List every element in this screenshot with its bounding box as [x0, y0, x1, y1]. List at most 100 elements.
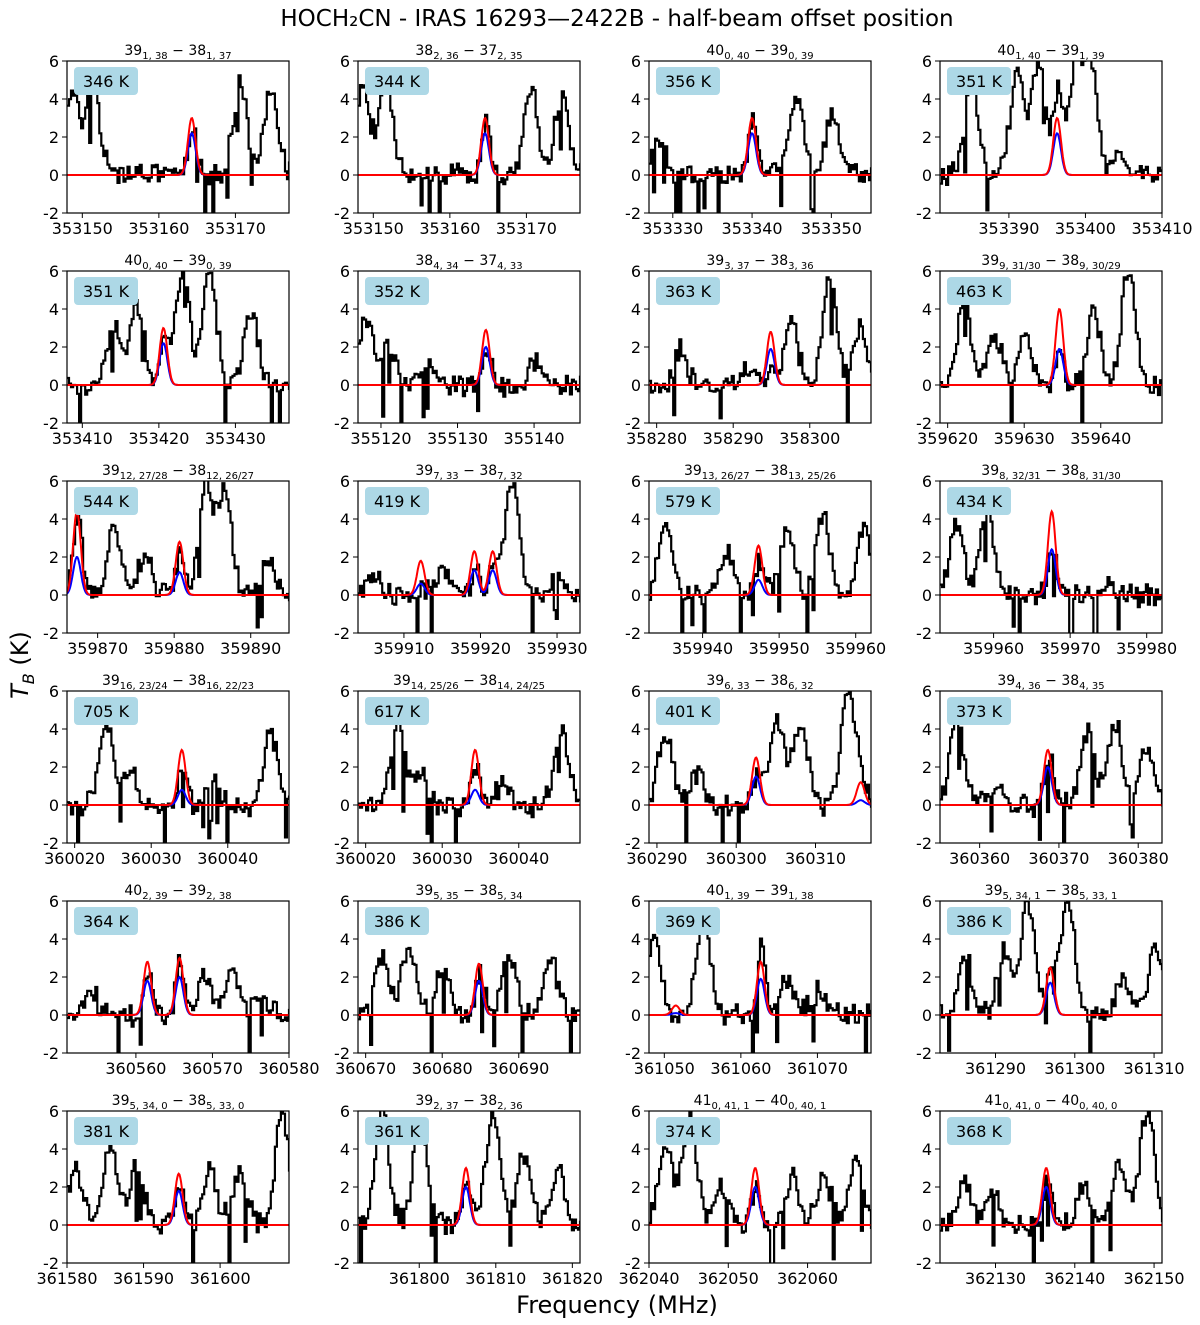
energy-badge [656, 277, 720, 305]
model-line-red [940, 966, 1162, 1016]
panel-title-part: 9, 31/30 [999, 261, 1041, 272]
panel-title-part: 2, 36 [433, 51, 458, 62]
y-tick-label: 2 [631, 1178, 641, 1197]
y-tick-label: 2 [49, 548, 59, 567]
energy-badge [947, 487, 1011, 515]
panel-title-part: 3, 36 [788, 261, 813, 272]
x-tick-label: 359890 [220, 639, 281, 658]
panel-title-part: − [459, 673, 480, 689]
y-tick-label: 6 [631, 1102, 641, 1121]
x-tick-label: 359980 [1116, 639, 1177, 658]
model-line-red [67, 1172, 289, 1226]
y-tick-label: 4 [49, 510, 59, 529]
y-tick-label: -2 [916, 1044, 932, 1063]
energy-badge-label: 544 K [83, 492, 130, 511]
y-tick-label: -2 [625, 834, 641, 853]
y-tick-label: -2 [43, 1254, 59, 1273]
x-tick-label: 360040 [197, 849, 258, 868]
model-line-red [358, 549, 580, 596]
x-tick-label: 359910 [373, 639, 434, 658]
x-tick-label: 353170 [205, 219, 266, 238]
spectrum-panel-20: 395, 34, 1 − 385, 33, 1 -2 0 2 4 6 361290 36130… [916, 883, 1185, 1078]
panel-title-part: 0, 39 [788, 51, 813, 62]
x-tick-label: 361590 [113, 1269, 174, 1288]
spectrum-panel-16: 394, 36 − 384, 35 -2 0 2 4 6 360360 360370 36038… [916, 673, 1169, 868]
panel-title-part: − [168, 253, 189, 269]
spectrum-panel-3: 400, 40 − 390, 39 -2 0 2 4 6 353330 353340 35335… [625, 43, 872, 238]
panel-title-part: 40 [124, 883, 142, 899]
energy-badge [947, 1117, 1011, 1145]
panel-title: 384, 34 − 374, 33 [415, 253, 522, 272]
panel-title-part: 2, 36 [497, 1101, 522, 1112]
x-tick-label: 360300 [706, 849, 767, 868]
panel-title: 397, 33 − 387, 32 [415, 463, 522, 482]
x-tick-label: 359920 [450, 639, 511, 658]
y-tick-label: 2 [631, 758, 641, 777]
x-tick-label: 359970 [1040, 639, 1101, 658]
y-tick-label: 6 [49, 52, 59, 71]
panel-title-part: − [750, 883, 771, 899]
observed-spectrum [649, 691, 871, 843]
observed-spectrum [649, 511, 871, 633]
panel-title-part: 14, 25/26 [411, 681, 459, 692]
spectrum-panel-11: 3913, 26/27 − 3813, 25/26 -2 0 2 4 6 359940 359… [625, 463, 886, 658]
y-tick-label: 6 [922, 472, 932, 491]
figure-title: HOCH₂CN - IRAS 16293—2422B - half-beam o… [280, 6, 953, 32]
energy-badge-label: 364 K [83, 912, 130, 931]
model-line-blue [358, 132, 580, 176]
panel-title-part: − [1041, 253, 1062, 269]
x-tick-label: 359880 [144, 639, 205, 658]
y-axis-label-sub: B [19, 673, 38, 684]
x-tick-label: 360570 [182, 1059, 243, 1078]
energy-badge [656, 67, 720, 95]
y-tick-label: -2 [625, 204, 641, 223]
panel-title-part: 38 [188, 43, 206, 59]
x-tick-label: 360370 [1028, 849, 1089, 868]
y-tick-label: 2 [49, 338, 59, 357]
observed-spectrum [358, 316, 580, 423]
observed-spectrum [940, 502, 1162, 633]
y-tick-label: 0 [922, 586, 932, 605]
y-tick-label: 6 [631, 472, 641, 491]
x-tick-label: 353340 [722, 219, 783, 238]
panel-title-part: 38 [770, 463, 788, 479]
panel-title-part: 38 [188, 673, 206, 689]
y-tick-label: 6 [49, 472, 59, 491]
energy-badge [365, 697, 429, 725]
x-tick-label: 359640 [1070, 429, 1131, 448]
y-tick-label: 0 [631, 586, 641, 605]
panel-title-part: − [459, 883, 480, 899]
y-tick-label: 6 [340, 892, 350, 911]
energy-badge-label: 368 K [956, 1122, 1003, 1141]
observed-spectrum [358, 482, 580, 633]
panel-title-part: 38 [188, 1093, 206, 1109]
panel-title-part: 38 [415, 253, 433, 269]
spectrum-panel-18: 395, 35 − 385, 34 -2 0 2 4 6 360670 360680 36069… [334, 883, 581, 1078]
spectrum-panel-22: 392, 37 − 382, 36 -2 0 2 4 6 361800 361810 36182… [334, 1093, 603, 1288]
x-tick-label: 361050 [634, 1059, 695, 1078]
x-tick-label: 359940 [672, 639, 733, 658]
x-tick-label: 360670 [335, 1059, 396, 1078]
spectrum-panel-4: 401, 40 − 391, 39 -2 0 2 4 6 353390 353400 35341… [916, 43, 1192, 238]
y-tick-label: 0 [340, 1006, 350, 1025]
panel-title-part: 38 [479, 883, 497, 899]
y-tick-label: 2 [631, 338, 641, 357]
energy-badge [74, 907, 138, 935]
y-tick-label: 2 [922, 338, 932, 357]
y-tick-label: 0 [631, 1006, 641, 1025]
energy-badge-label: 363 K [665, 282, 712, 301]
x-tick-label: 362130 [965, 1269, 1026, 1288]
model-line-red [940, 116, 1162, 176]
y-tick-label: 2 [631, 968, 641, 987]
y-tick-label: 4 [922, 720, 932, 739]
panel-title-part: 38 [1061, 673, 1079, 689]
y-tick-label: -2 [916, 204, 932, 223]
energy-badge-label: 346 K [83, 72, 130, 91]
observed-spectrum [649, 95, 871, 213]
observed-spectrum [67, 271, 289, 423]
y-tick-label: 4 [49, 1140, 59, 1159]
panel-title-part: 38 [770, 673, 788, 689]
x-tick-label: 353390 [978, 219, 1039, 238]
panel-title-part: 39 [415, 883, 433, 899]
